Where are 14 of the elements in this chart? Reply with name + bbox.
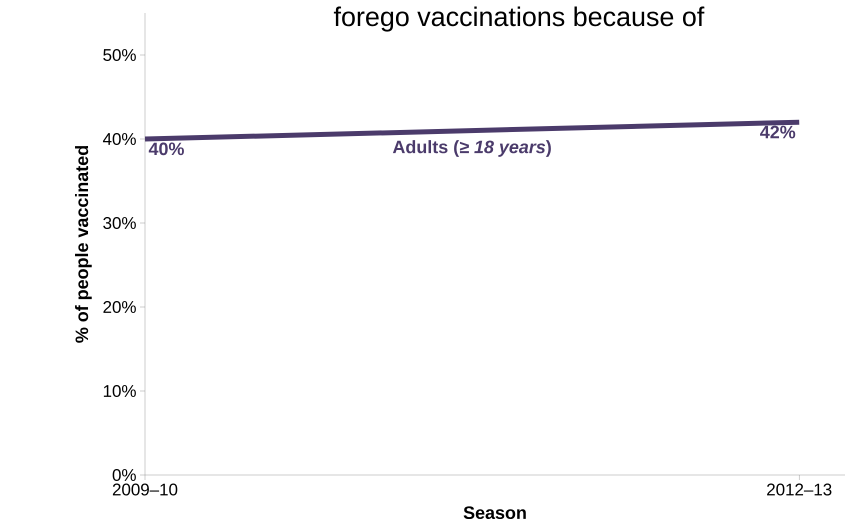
chart-title: forego vaccinations because of: [334, 6, 704, 32]
y-tick-label: 0%: [112, 469, 136, 481]
data-label: 42%: [760, 126, 796, 138]
x-tick-label: 2009–10: [112, 484, 178, 496]
y-tick-label: 40%: [102, 133, 136, 145]
series-label: Adults (≥ 18 years): [392, 140, 551, 157]
x-axis-title: Season: [464, 506, 526, 520]
y-tick-label: 50%: [103, 49, 136, 61]
y-tick-label: 10%: [104, 385, 136, 397]
data-label: 40%: [148, 142, 184, 156]
y-tick-label: 30%: [103, 217, 136, 229]
y-tick-label: 20%: [103, 301, 136, 313]
y-axis-title: % of people vaccinated: [75, 146, 92, 343]
x-tick-label: 2012–13: [767, 484, 832, 496]
